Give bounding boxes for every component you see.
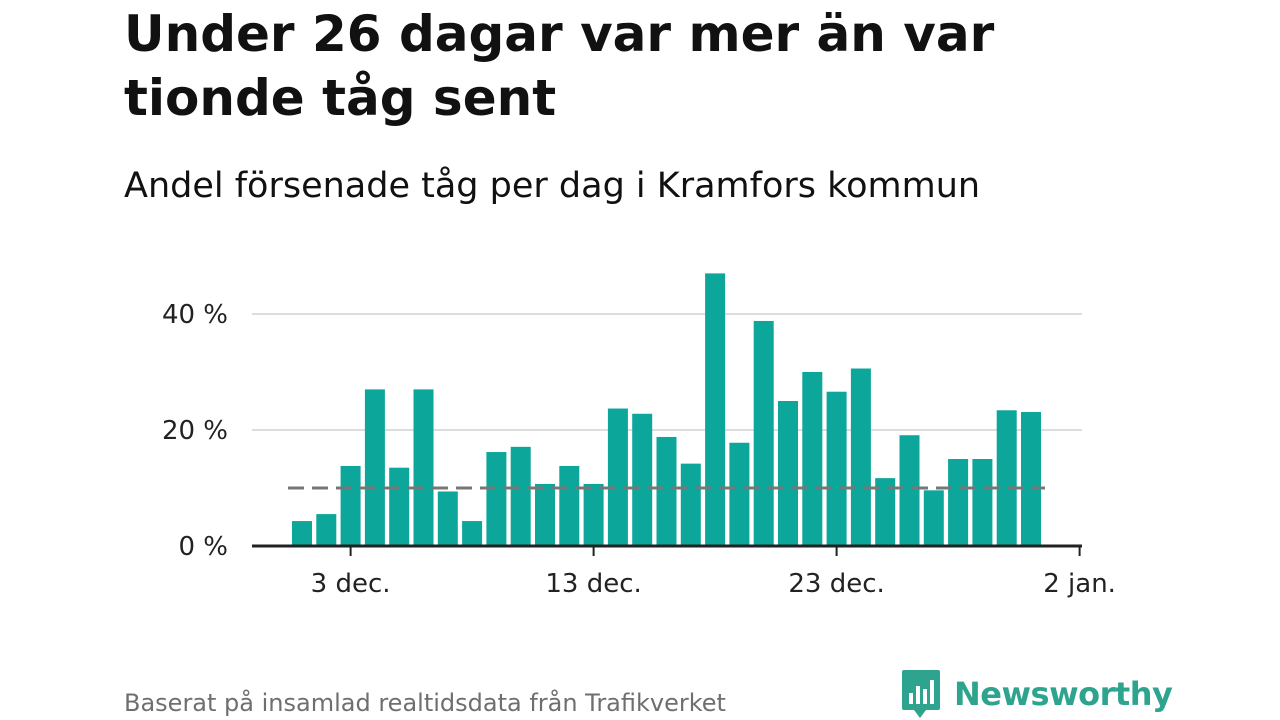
bar [850,368,871,546]
x-axis [252,544,1082,556]
bar [486,452,507,546]
y-tick-label: 0 % [178,532,228,562]
bar [948,459,969,546]
bar [607,408,628,546]
x-tick-label: 13 dec. [545,569,641,599]
newsworthy-logo-icon [902,670,940,718]
bar [996,410,1017,546]
bar [705,273,726,546]
bar [972,459,993,546]
bar [826,391,847,546]
bar [510,446,531,546]
chart-title: Under 26 dagar var mer än var tionde tåg… [124,5,995,127]
bar [413,389,434,546]
newsworthy-logo[interactable]: Newsworthy [900,668,1173,720]
bar [559,465,580,546]
bar [656,436,677,546]
gridlines [252,313,1082,431]
y-tick-label: 40 % [162,300,228,330]
bar [875,478,896,546]
bar-chart: 0 % 20 % 40 % 3 dec. 13 dec. 23 dec. 2 jan. [162,273,1116,599]
bar [389,467,410,546]
bar [729,442,750,546]
bar [437,491,458,546]
bar [583,483,604,546]
bar [292,521,312,546]
source-note: Baserat på insamlad realtidsdata från Tr… [124,689,726,717]
bars [292,273,1041,546]
x-tick-label: 23 dec. [788,569,884,599]
x-tick-label: 3 dec. [311,569,391,599]
bar [316,514,337,546]
bar [535,483,555,546]
y-tick-label: 20 % [162,416,228,446]
bar [923,490,944,546]
bar [462,521,483,546]
bar [364,389,385,546]
bar [680,463,701,546]
bar [340,465,361,546]
bar [632,413,653,546]
bar [778,401,798,546]
bar [802,372,823,546]
brand-name: Newsworthy [954,675,1173,713]
chart-subtitle: Andel försenade tåg per dag i Kramfors k… [124,166,981,206]
x-tick-label: 2 jan. [1043,569,1116,599]
bar [899,435,920,546]
x-axis-labels: 3 dec. 13 dec. 23 dec. 2 jan. [311,569,1116,599]
bar [1021,412,1041,546]
y-axis-labels: 0 % 20 % 40 % [162,300,228,562]
bar [753,320,774,546]
